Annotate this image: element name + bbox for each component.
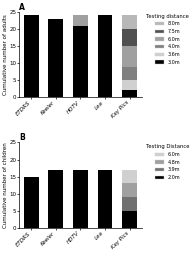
Bar [122,80,137,90]
Bar [122,15,137,29]
Bar [48,170,63,228]
Bar [73,170,88,228]
Bar [122,170,137,183]
Bar [24,177,39,228]
Text: B: B [19,133,25,142]
Bar [122,211,137,228]
Bar [24,15,39,97]
Bar [122,197,137,211]
Bar [98,15,112,97]
Y-axis label: Cumulative number of adults: Cumulative number of adults [3,14,8,95]
Bar [98,170,112,228]
Bar [73,26,88,97]
Bar [122,29,137,46]
Bar [122,90,137,97]
Bar [122,67,137,80]
Y-axis label: Cumulative number of children: Cumulative number of children [3,142,8,228]
Legend: 8.0m, 7.5m, 6.0m, 4.0m, 3.6m, 3.0m: 8.0m, 7.5m, 6.0m, 4.0m, 3.6m, 3.0m [144,12,191,67]
Bar [122,183,137,197]
Legend: 6.0m, 4.8m, 3.9m, 2.0m: 6.0m, 4.8m, 3.9m, 2.0m [144,142,192,182]
Text: A: A [19,3,25,12]
Bar [122,46,137,67]
Bar [48,19,63,97]
Bar [73,15,88,26]
